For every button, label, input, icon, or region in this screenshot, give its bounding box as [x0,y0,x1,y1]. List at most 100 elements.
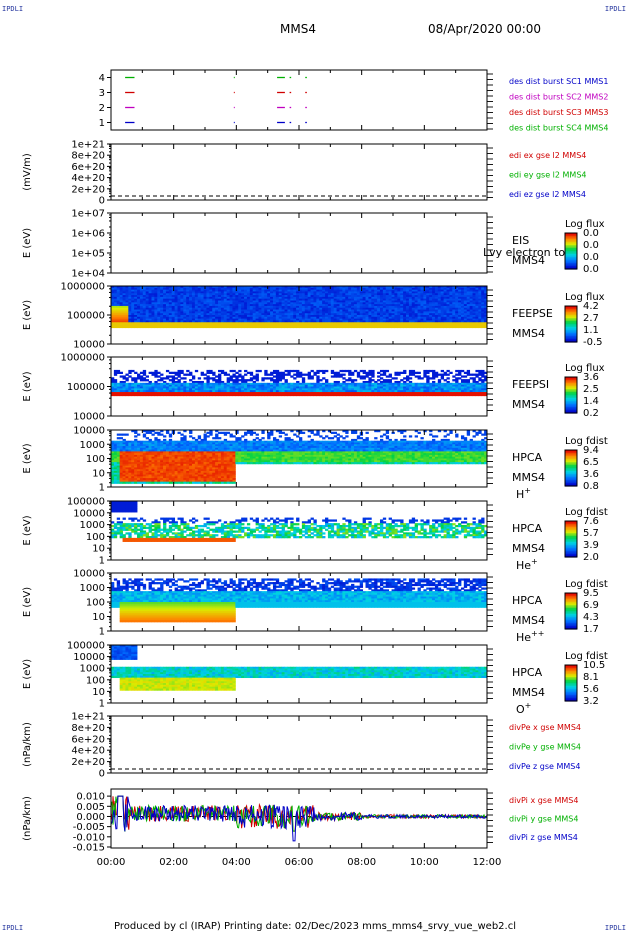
feepse-pixel [191,289,196,292]
feepsi-pixel [180,388,184,391]
feepse-pixel [391,289,395,292]
feepse-pixel [304,325,309,329]
feepse-pixel [382,298,387,301]
feepsi-pixel [432,380,436,384]
feepsi-pixel [310,393,314,397]
hpca-h-pixel [128,442,132,445]
legend-entry: des dist burst SC3 MMS3 [509,108,608,117]
feepsi-pixel [452,386,456,389]
feepse-pixel [209,304,213,307]
feepse-pixel [278,289,283,292]
feepsi-pixel [203,388,207,391]
feepse-pixel [278,315,283,318]
feepse-pixel [186,325,190,329]
feepse-pixel [429,302,433,305]
feepse-pixel [307,298,311,301]
feepsi-pixel [449,390,453,393]
feepse-pixel [238,315,242,318]
feepsi-pixel [241,379,245,382]
feepse-pixel [371,322,375,325]
feepsi-pixel [333,392,337,395]
feepse-pixel [267,322,271,325]
feepse-pixel [345,305,349,309]
feepse-pixel [246,311,251,314]
feepse-pixel [189,315,193,318]
feepse-pixel [209,316,213,320]
feepse-pixel [212,324,216,327]
feepse-pixel [397,305,401,309]
feepse-pixel [163,318,167,321]
feepse-pixel [460,302,465,305]
feepse-pixel [400,293,404,296]
feepse-pixel [270,320,274,323]
feepse-pixel [290,316,294,320]
feepse-pixel [246,304,251,307]
feepsi-pixel [275,390,280,393]
feepse-pixel [148,300,152,303]
hpca-h-pixel [128,478,132,481]
feepse-pixel [472,325,476,329]
feepse-pixel [203,318,207,321]
feepse-pixel [368,302,372,305]
feepse-pixel [342,305,346,309]
feepse-pixel [180,302,184,305]
feepse-pixel [252,315,257,318]
feepse-pixel [400,305,404,309]
feepse-pixel [434,320,439,323]
feepse-pixel [238,316,242,320]
feepse-pixel [388,309,392,312]
feepse-pixel [455,305,459,309]
feepse-pixel [229,315,233,318]
feepsi-pixel [339,369,343,373]
feepse-pixel [246,322,251,325]
feepsi-pixel [443,382,447,386]
feepsi-pixel [478,373,482,376]
feepse-pixel [212,302,216,305]
feepse-pixel [365,318,369,321]
feepse-pixel [420,318,424,321]
feepsi-pixel [223,390,228,393]
feepsi-pixel [466,369,471,373]
feepse-pixel [238,318,242,321]
feepse-pixel [142,305,147,309]
feepse-pixel [174,305,178,309]
feepsi-pixel [206,377,210,380]
feepse-pixel [145,289,149,292]
feepse-pixel [434,325,439,329]
feepsi-pixel [232,386,236,389]
feepse-pixel [437,286,442,289]
feepsi-pixel [478,384,482,387]
feepse-pixel [310,305,314,309]
feepse-pixel [189,313,193,316]
feepse-pixel [275,307,280,310]
feepse-pixel [478,289,482,292]
feepsi-pixel [330,384,335,387]
feepse-pixel [469,295,473,298]
feepse-pixel [460,298,465,301]
feepse-pixel [408,322,413,325]
feepsi-pixel [434,393,439,397]
feepse-pixel [137,286,141,289]
feepse-pixel [137,291,141,294]
feepsi-pixel [220,390,225,393]
feepse-pixel [432,316,436,320]
feepse-pixel [443,307,447,310]
feepsi-pixel [368,386,372,389]
feepse-pixel [452,298,456,301]
colorbar-title: Log flux [565,363,605,374]
feepse-pixel [417,287,421,291]
feepse-pixel [481,296,485,300]
feepse-pixel [293,318,297,321]
feepsi-pixel [397,388,401,391]
feepse-pixel [299,291,303,294]
feepse-pixel [142,325,147,329]
feepse-pixel [148,320,152,323]
hpca-h-pixel [113,476,118,479]
hpca-h-pixel [128,469,132,472]
feepse-pixel [382,289,387,292]
feepse-pixel [226,318,230,321]
feepse-pixel [232,305,236,309]
feepse-pixel [371,309,375,312]
feepse-pixel [385,309,390,312]
feepse-pixel [275,296,280,300]
